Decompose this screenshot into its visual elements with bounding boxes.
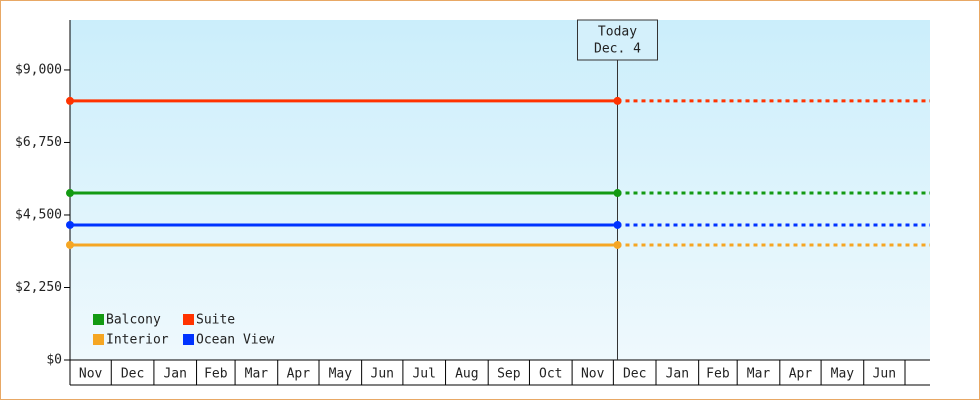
point xyxy=(66,189,74,198)
x-tick-label: Jun xyxy=(873,367,896,382)
today-label: Dec. 4 xyxy=(594,42,641,57)
point xyxy=(66,96,74,105)
x-tick-label: May xyxy=(329,367,353,382)
x-tick-label: Apr xyxy=(789,367,813,382)
x-tick-label: Jun xyxy=(371,367,394,382)
legend-swatch xyxy=(93,314,104,325)
legend-label: Interior xyxy=(106,333,169,348)
legend-label: Balcony xyxy=(106,313,161,328)
x-tick-label: Jan xyxy=(163,367,186,382)
x-tick-label: Dec xyxy=(121,367,144,382)
point xyxy=(66,220,74,229)
legend-swatch xyxy=(183,314,194,325)
point xyxy=(613,96,622,105)
legend-swatch xyxy=(93,334,104,345)
x-tick-label: Jul xyxy=(412,367,435,382)
point xyxy=(613,220,622,229)
x-tick-label: Apr xyxy=(287,367,311,382)
x-tick-label: Mar xyxy=(245,367,269,382)
x-tick-label: Mar xyxy=(747,367,771,382)
x-tick-label: May xyxy=(831,367,855,382)
y-tick-label: $2,250 xyxy=(15,280,62,295)
y-tick-label: $0 xyxy=(46,353,62,368)
point xyxy=(66,240,74,249)
legend-swatch xyxy=(183,334,194,345)
x-tick-label: Feb xyxy=(204,367,228,382)
x-tick-label: Nov xyxy=(581,367,605,382)
legend-label: Ocean View xyxy=(196,333,274,348)
x-tick-label: Sep xyxy=(497,367,521,382)
legend-label: Suite xyxy=(196,313,235,328)
x-tick-label: Oct xyxy=(539,367,562,382)
y-tick-label: $9,000 xyxy=(15,62,62,77)
y-tick-label: $6,750 xyxy=(15,135,62,150)
x-tick-label: Nov xyxy=(79,367,103,382)
x-tick-label: Aug xyxy=(455,367,478,382)
point xyxy=(613,189,622,198)
x-tick-label: Feb xyxy=(706,367,730,382)
point xyxy=(613,240,622,249)
today-label: Today xyxy=(598,25,637,40)
y-tick-label: $4,500 xyxy=(15,207,62,222)
plot-area xyxy=(70,20,930,360)
today-box xyxy=(576,19,658,61)
x-tick-label: Dec xyxy=(623,367,646,382)
x-tick-label: Jan xyxy=(666,367,689,382)
